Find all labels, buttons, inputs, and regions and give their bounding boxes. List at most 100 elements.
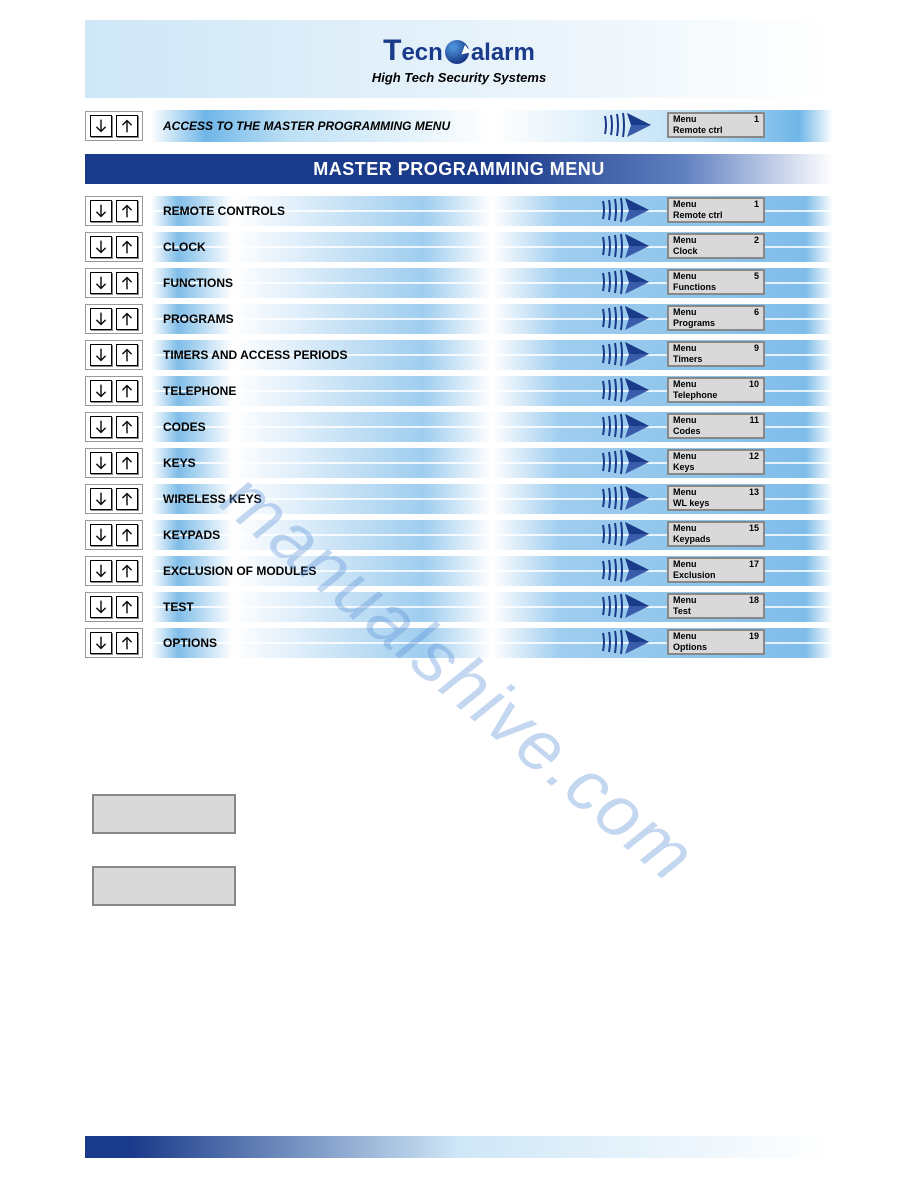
up-arrow-button[interactable] [116,308,138,330]
menu-item-label: TIMERS AND ACCESS PERIODS [163,348,347,362]
forward-arrow-icon [603,112,655,143]
display-num: 18 [749,595,759,606]
display-line2: Codes [673,426,759,437]
up-arrow-button[interactable] [116,596,138,618]
menu-row: OPTIONSMenu19Options [85,628,833,658]
menu-row: WIRELESS KEYS Menu13WL keys [85,484,833,514]
display-line1: Menu [673,343,697,354]
up-arrow-button[interactable] [116,560,138,582]
up-arrow-button[interactable] [116,632,138,654]
down-arrow-button[interactable] [90,380,112,402]
brand-logo: T ecn alarm [383,34,535,68]
menu-item-label: WIRELESS KEYS [163,492,262,506]
down-arrow-button[interactable] [90,416,112,438]
forward-arrow-icon [601,269,653,300]
menu-display: Menu11Codes [667,413,765,439]
menu-row: TELEPHONEMenu10Telephone [85,376,833,406]
access-row: ACCESS TO THE MASTER PROGRAMMING MENU Me… [85,110,833,142]
menu-bar: FUNCTIONSMenu5Functions [151,268,833,298]
up-arrow-button[interactable] [116,272,138,294]
menu-bar: REMOTE CONTROLS Menu 1Remote ctrl [151,196,833,226]
display-line2: Remote ctrl [673,210,759,221]
page-title: MASTER PROGRAMMING MENU [85,154,833,184]
nav-arrow-group [85,232,143,262]
menu-row: TESTMenu18Test [85,592,833,622]
display-line1: Menu [673,451,697,462]
forward-arrow-icon [601,305,653,336]
up-arrow-button[interactable] [116,115,138,137]
forward-arrow-icon [601,377,653,408]
menu-row: FUNCTIONSMenu5Functions [85,268,833,298]
down-arrow-button[interactable] [90,452,112,474]
menu-bar: PROGRAMSMenu6Programs [151,304,833,334]
display-line1: Menu [673,523,697,534]
menu-row: PROGRAMSMenu6Programs [85,304,833,334]
display-num: 9 [754,343,759,354]
down-arrow-button[interactable] [90,632,112,654]
access-menu-line2: Remote ctrl [673,125,759,136]
display-line2: Clock [673,246,759,257]
up-arrow-button[interactable] [116,416,138,438]
forward-arrow-icon [601,233,653,264]
up-arrow-button[interactable] [116,236,138,258]
down-arrow-button[interactable] [90,236,112,258]
up-arrow-button[interactable] [116,488,138,510]
access-bar: ACCESS TO THE MASTER PROGRAMMING MENU Me… [151,110,833,142]
display-line1: Menu [673,595,697,606]
menu-bar: OPTIONSMenu19Options [151,628,833,658]
display-num: 1 [754,199,759,210]
down-arrow-button[interactable] [90,272,112,294]
nav-arrow-group [85,628,143,658]
forward-arrow-icon [601,485,653,516]
nav-arrow-group [85,520,143,550]
down-arrow-button[interactable] [90,560,112,582]
forward-arrow-icon [601,557,653,588]
nav-arrow-group [85,448,143,478]
down-arrow-button[interactable] [90,524,112,546]
forward-arrow-icon [601,449,653,480]
down-arrow-button[interactable] [90,488,112,510]
up-arrow-button[interactable] [116,524,138,546]
display-line2: Programs [673,318,759,329]
down-arrow-button[interactable] [90,596,112,618]
nav-arrow-group [85,484,143,514]
nav-arrow-group [85,412,143,442]
access-menu-line1: Menu [673,114,697,125]
up-arrow-button[interactable] [116,380,138,402]
display-num: 11 [749,415,759,426]
menu-display: Menu15Keypads [667,521,765,547]
down-arrow-button[interactable] [90,344,112,366]
footer-bar [85,1136,833,1158]
down-arrow-button[interactable] [90,200,112,222]
menu-display: Menu10Telephone [667,377,765,403]
up-arrow-button[interactable] [116,452,138,474]
display-line1: Menu [673,199,697,210]
display-line2: Exclusion [673,570,759,581]
nav-arrow-group [85,340,143,370]
nav-arrow-group [85,304,143,334]
down-arrow-button[interactable] [90,308,112,330]
menu-bar: CODESMenu11Codes [151,412,833,442]
display-placeholder-2 [92,866,236,906]
display-num: 12 [749,451,759,462]
up-arrow-button[interactable] [116,200,138,222]
menu-item-label: REMOTE CONTROLS [163,204,285,218]
brand-tagline: High Tech Security Systems [372,70,546,85]
display-line1: Menu [673,559,697,570]
forward-arrow-icon [601,629,653,660]
menu-row: EXCLUSION OF MODULESMenu17Exclusion [85,556,833,586]
display-line1: Menu [673,271,697,282]
menu-display: Menu12Keys [667,449,765,475]
menu-display: Menu13WL keys [667,485,765,511]
display-line2: WL keys [673,498,759,509]
menu-item-label: KEYS [163,456,196,470]
display-num: 17 [749,559,759,570]
display-line2: Functions [673,282,759,293]
up-arrow-button[interactable] [116,344,138,366]
nav-arrow-group [85,592,143,622]
menu-row: REMOTE CONTROLS Menu 1Remote ctrl [85,196,833,226]
forward-arrow-icon [601,197,653,228]
down-arrow-button[interactable] [90,115,112,137]
display-line2: Telephone [673,390,759,401]
logo-mid: ecn [401,39,442,67]
